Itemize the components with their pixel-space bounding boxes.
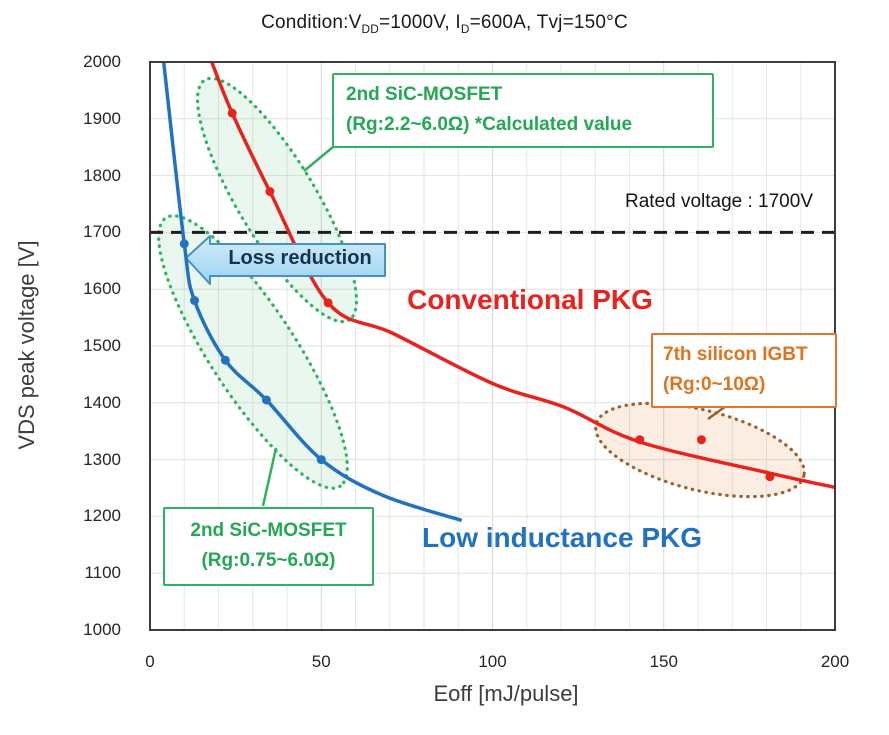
conventional-pkg-data-point — [635, 435, 645, 445]
sic-low-ellipse — [157, 214, 349, 490]
low-inductance-pkg-data-point — [316, 455, 326, 465]
low-inductance-pkg-data-point — [179, 239, 189, 249]
low-inductance-pkg-data-point — [261, 395, 271, 405]
conventional-pkg-data-point — [265, 187, 275, 197]
series-curves — [210, 62, 835, 490]
highlight-ellipses — [157, 76, 806, 499]
loss-reduction-arrow-group — [185, 235, 386, 285]
conventional-pkg-data-point — [323, 298, 333, 308]
loss-reduction-arrow — [185, 235, 386, 285]
conventional-pkg-data-point — [765, 472, 775, 482]
sic-calculated-leader — [303, 146, 334, 172]
data-points — [161, 61, 463, 523]
conventional-pkg-curve — [210, 62, 835, 490]
low-inductance-pkg-data-point — [190, 296, 200, 306]
low-inductance-pkg-data-point — [220, 355, 230, 365]
conventional-pkg-data-point — [227, 108, 237, 118]
low-inductance-pkg-curve — [161, 61, 463, 523]
sic-low-leader — [261, 447, 278, 507]
conventional-pkg-data-point — [696, 435, 706, 445]
igbt-ellipse — [594, 401, 806, 499]
